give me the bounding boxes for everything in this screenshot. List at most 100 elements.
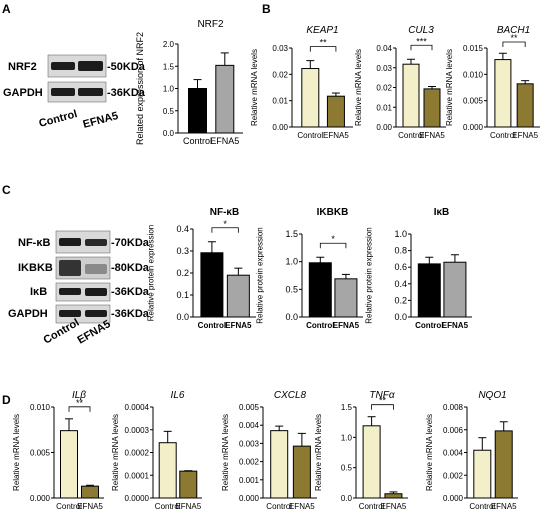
blot-size-label: -36KDa <box>111 286 150 298</box>
bar-control <box>158 442 177 499</box>
y-tick-label: 0.1 <box>176 290 189 300</box>
y-tick-label: 0.001 <box>239 476 260 485</box>
y-axis-label: Relative protein expression <box>364 227 373 324</box>
x-tick-label: Control <box>183 136 212 146</box>
bar-control <box>270 430 289 499</box>
y-axis-label: Relative mRNA levels <box>12 414 21 491</box>
bar-efna5 <box>81 485 99 499</box>
bar-efna5 <box>226 274 250 318</box>
y-axis-label: Relative mRNA levels <box>445 49 454 126</box>
significance-bracket <box>211 227 239 233</box>
blot-band <box>85 264 107 274</box>
y-tick-label: 0.003 <box>239 439 260 448</box>
bar-efna5 <box>215 64 235 134</box>
significance-bracket <box>502 41 526 47</box>
chart-title: NRF2 <box>197 19 224 30</box>
y-tick-label: 0.5 <box>285 284 298 294</box>
significance-label: * <box>331 234 335 244</box>
blot-row-label: IKBKB <box>18 262 53 274</box>
x-tick-label: Control <box>359 502 385 511</box>
bar-efna5 <box>334 278 358 318</box>
y-tick-label: 0.0 <box>341 494 353 503</box>
bar-efna5 <box>516 83 534 128</box>
blot-lane-label: EFNA5 <box>82 110 120 131</box>
blot-band <box>59 310 81 317</box>
y-tick-label: 0.000 <box>239 494 260 503</box>
y-tick-label: 0.0 <box>163 129 175 138</box>
panel-label-c: C <box>2 183 11 197</box>
y-tick-label: 0.008 <box>443 403 464 412</box>
chart-title: IKBKB <box>317 207 349 218</box>
blot-size-label: -36KDa <box>111 308 150 320</box>
y-tick-label: 0.0001 <box>125 471 150 480</box>
blot-row-label: GAPDH <box>3 87 43 99</box>
y-tick-label: 0.0 <box>176 312 189 322</box>
x-tick-label: Control <box>155 502 181 511</box>
panel-label-a: A <box>2 2 11 16</box>
x-tick-label: Control <box>398 131 424 140</box>
significance-bracket <box>371 404 394 410</box>
x-tick-label: Control <box>56 502 82 511</box>
x-tick-label: Control <box>415 321 443 330</box>
y-axis-label: Relative mRNA levels <box>354 49 363 126</box>
blot-band <box>85 288 107 296</box>
significance-bracket <box>68 406 91 412</box>
y-tick-label: 0.010 <box>463 70 484 79</box>
blot-band <box>78 88 103 96</box>
y-tick-label: 0.01 <box>376 103 392 112</box>
y-tick-label: 0.8 <box>394 246 407 256</box>
significance-bracket <box>319 242 347 249</box>
blot-band <box>85 310 107 317</box>
y-axis-label: Relative protein expression <box>255 227 264 324</box>
y-axis-label: Relative protein expression <box>146 225 155 322</box>
x-tick-label: Control <box>297 131 323 140</box>
y-tick-label: 0.2 <box>394 295 407 305</box>
y-tick-label: 0.000 <box>463 123 484 132</box>
y-tick-label: 0.4 <box>176 224 189 234</box>
bar-control <box>494 59 512 128</box>
bar-efna5 <box>443 261 467 318</box>
y-tick-label: 2.0 <box>163 40 175 49</box>
y-tick-label: 0.01 <box>272 97 288 106</box>
y-tick-label: 0.6 <box>394 262 407 272</box>
bar-efna5 <box>326 95 345 128</box>
x-tick-label: EFNA5 <box>175 502 201 511</box>
y-tick-label: 1.0 <box>163 85 175 94</box>
y-tick-label: 0.000 <box>443 494 464 503</box>
bar-control <box>417 263 441 318</box>
blot-strip <box>55 304 111 324</box>
significance-label: ** <box>511 33 519 43</box>
chart-title: KEAP1 <box>306 25 338 36</box>
significance-label: * <box>223 219 227 229</box>
blot-strip <box>55 282 111 302</box>
blot-band <box>51 62 75 70</box>
y-tick-label: 0.004 <box>443 449 464 458</box>
x-tick-label: EFNA5 <box>442 321 469 330</box>
x-tick-label: EFNA5 <box>491 502 517 511</box>
y-axis-label: Relative mRNA levels <box>250 49 259 126</box>
blot-band <box>51 88 75 96</box>
y-tick-label: 1.0 <box>394 229 407 239</box>
bar-control <box>200 252 224 318</box>
y-tick-label: 0.0 <box>285 312 298 322</box>
x-tick-label: Control <box>198 321 226 330</box>
y-tick-label: 0.0003 <box>125 426 150 435</box>
panel-label-d: D <box>2 393 11 407</box>
y-tick-label: 0.04 <box>376 44 392 53</box>
blot-strip <box>47 54 107 78</box>
y-tick-label: 1.0 <box>285 257 298 267</box>
x-tick-label: Control <box>306 321 334 330</box>
significance-bracket <box>309 46 337 52</box>
chart-title: TNFα <box>369 390 394 401</box>
panel-label-b: B <box>262 2 271 16</box>
chart-title: CUL3 <box>408 25 434 36</box>
chart-title: CXCL8 <box>274 390 307 401</box>
significance-label: ** <box>320 38 328 48</box>
x-tick-label: Control <box>490 131 516 140</box>
y-axis-label: Relative mRNA levels <box>111 414 120 491</box>
panel-labels: A B C D <box>2 2 271 407</box>
x-tick-label: Control <box>469 502 495 511</box>
